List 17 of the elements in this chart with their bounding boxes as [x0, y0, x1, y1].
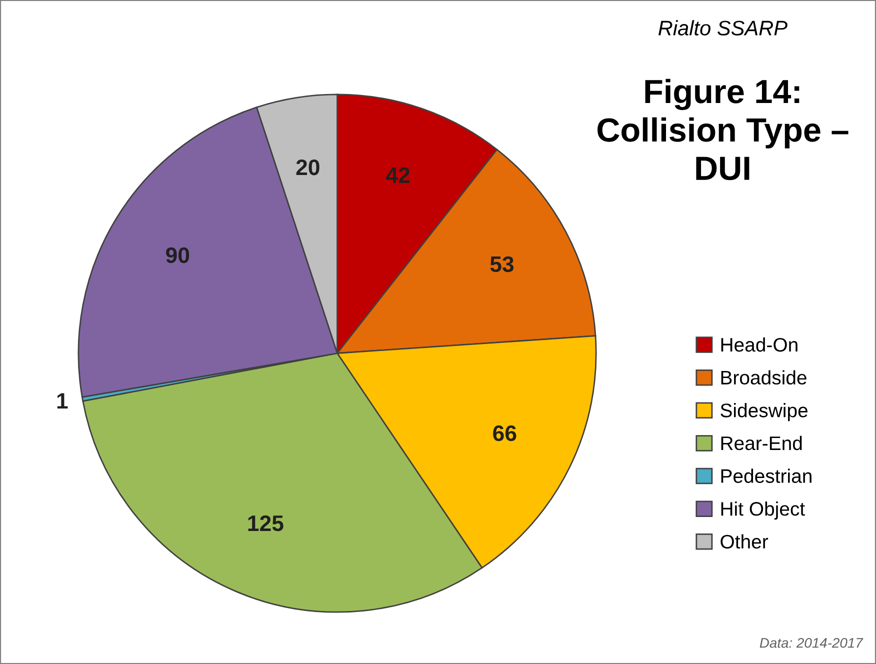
text: Figure 14: Collision Type – DUI — [598, 78, 848, 180]
data-label: 66 — [493, 425, 516, 442]
legend-label: Broadside — [721, 370, 806, 385]
data-label: 1 — [57, 393, 68, 408]
data-label: 42 — [386, 167, 410, 183]
data-label: 125 — [248, 515, 284, 532]
text: Data: 2014-2017 — [760, 638, 864, 648]
data-label: 53 — [490, 256, 514, 272]
legend-label: Pedestrian — [721, 468, 812, 483]
legend-label: Head-On — [721, 337, 798, 352]
chart-subtitle: Rialto SSARP — [658, 20, 788, 36]
legend-label: Hit Object — [721, 501, 805, 520]
legend-label: Rear-End — [721, 436, 802, 450]
data-label: 90 — [166, 247, 190, 264]
legend-label: Sideswipe — [720, 403, 808, 422]
legend-label: Other — [720, 534, 768, 549]
data-label: 20 — [296, 159, 320, 176]
